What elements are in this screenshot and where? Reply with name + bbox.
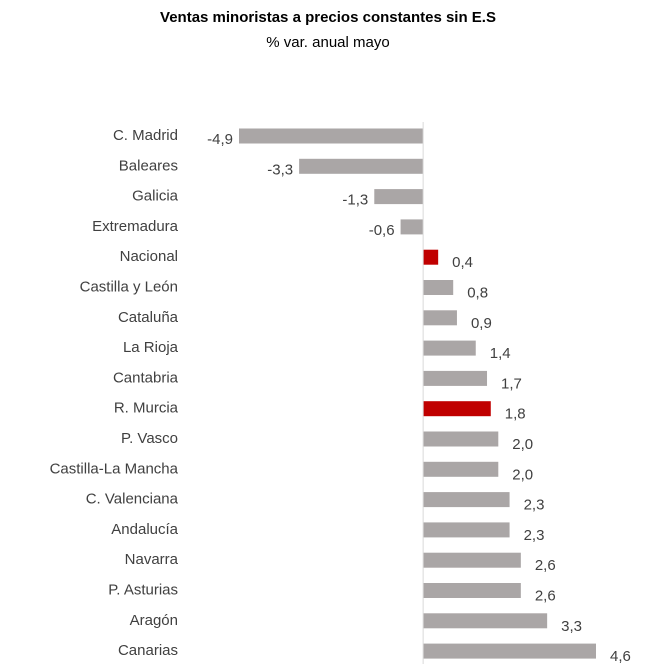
category-label: C. Valenciana [86,491,179,508]
bar [423,522,510,538]
bar [423,401,491,417]
value-label: 0,9 [471,315,492,332]
bar [423,552,521,568]
bar [423,249,439,265]
bar [374,189,424,205]
value-label: -0,6 [369,222,395,239]
bar [400,219,424,235]
value-label: 2,6 [535,587,556,604]
chart-subtitle: % var. anual mayo [266,34,389,51]
value-label: -1,3 [342,192,368,209]
value-label: 2,0 [512,436,533,453]
category-label: Baleares [119,157,178,174]
category-label: Castilla y León [80,278,178,295]
bar [423,370,488,386]
value-label: 0,4 [452,254,473,271]
category-label: Extremadura [92,218,179,235]
bar [423,492,510,508]
value-label: 3,3 [561,618,582,635]
category-label: Cataluña [118,309,179,326]
value-label: 1,8 [505,406,526,423]
category-label: La Rioja [123,339,179,356]
category-label: P. Vasco [121,430,178,447]
value-label: 0,8 [467,284,488,301]
value-label: 4,6 [610,648,631,664]
bar [423,431,499,447]
bar [423,310,457,326]
value-label: 2,3 [524,527,545,544]
category-label: Navarra [125,551,179,568]
category-label: R. Murcia [114,400,179,417]
category-label: Nacional [120,248,178,265]
category-label: Cantabria [113,369,179,386]
bar [423,643,596,659]
chart-title: Ventas minoristas a precios constantes s… [160,9,496,26]
category-label: Aragón [130,612,178,629]
bar [423,461,499,477]
value-label: -3,3 [267,161,293,178]
bar [423,613,548,629]
category-label: P. Asturias [108,581,178,598]
category-label: Andalucía [111,521,178,538]
bar [423,583,521,598]
value-label: 1,4 [490,345,511,362]
bar [299,158,424,174]
category-label: Canarias [118,642,178,659]
category-label: Galicia [132,188,179,205]
bar [423,340,476,356]
value-label: 2,0 [512,466,533,483]
category-label: C. Madrid [113,127,178,144]
bar [239,128,424,144]
value-label: -4,9 [207,131,233,148]
category-label: Castilla-La Mancha [50,460,179,477]
value-label: 1,7 [501,375,522,392]
bar [423,280,454,295]
value-label: 2,3 [524,497,545,514]
value-label: 2,6 [535,557,556,574]
